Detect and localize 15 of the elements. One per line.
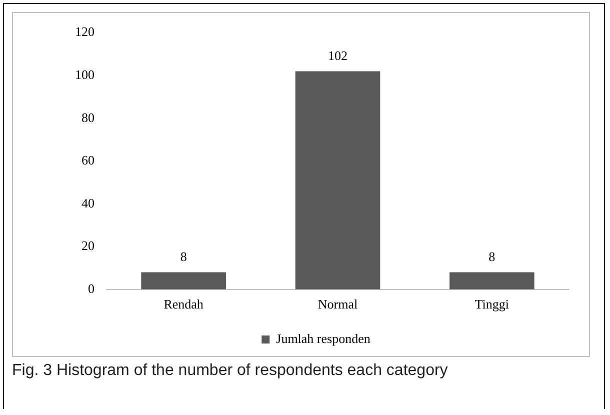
data-label: 8: [488, 249, 496, 264]
y-tick-label: 20: [82, 238, 94, 254]
x-tick-label: Rendah: [164, 296, 204, 312]
data-label: 8: [180, 249, 187, 264]
legend-label: Jumlah responden: [276, 330, 371, 346]
y-tick-label: 0: [88, 280, 94, 296]
y-tick-label: 120: [75, 24, 94, 40]
data-label: 102: [328, 48, 348, 64]
x-tick-label: Normal: [318, 296, 358, 312]
y-tick-label: 100: [75, 66, 94, 82]
x-tick-label: Tinggi: [474, 296, 510, 312]
caption: Fig. 3 Histogram of the number of respondents each category: [12, 362, 448, 380]
y-tick-label: 40: [82, 195, 94, 210]
y-tick-label: 80: [82, 110, 94, 125]
y-tick-label: 60: [82, 152, 94, 168]
